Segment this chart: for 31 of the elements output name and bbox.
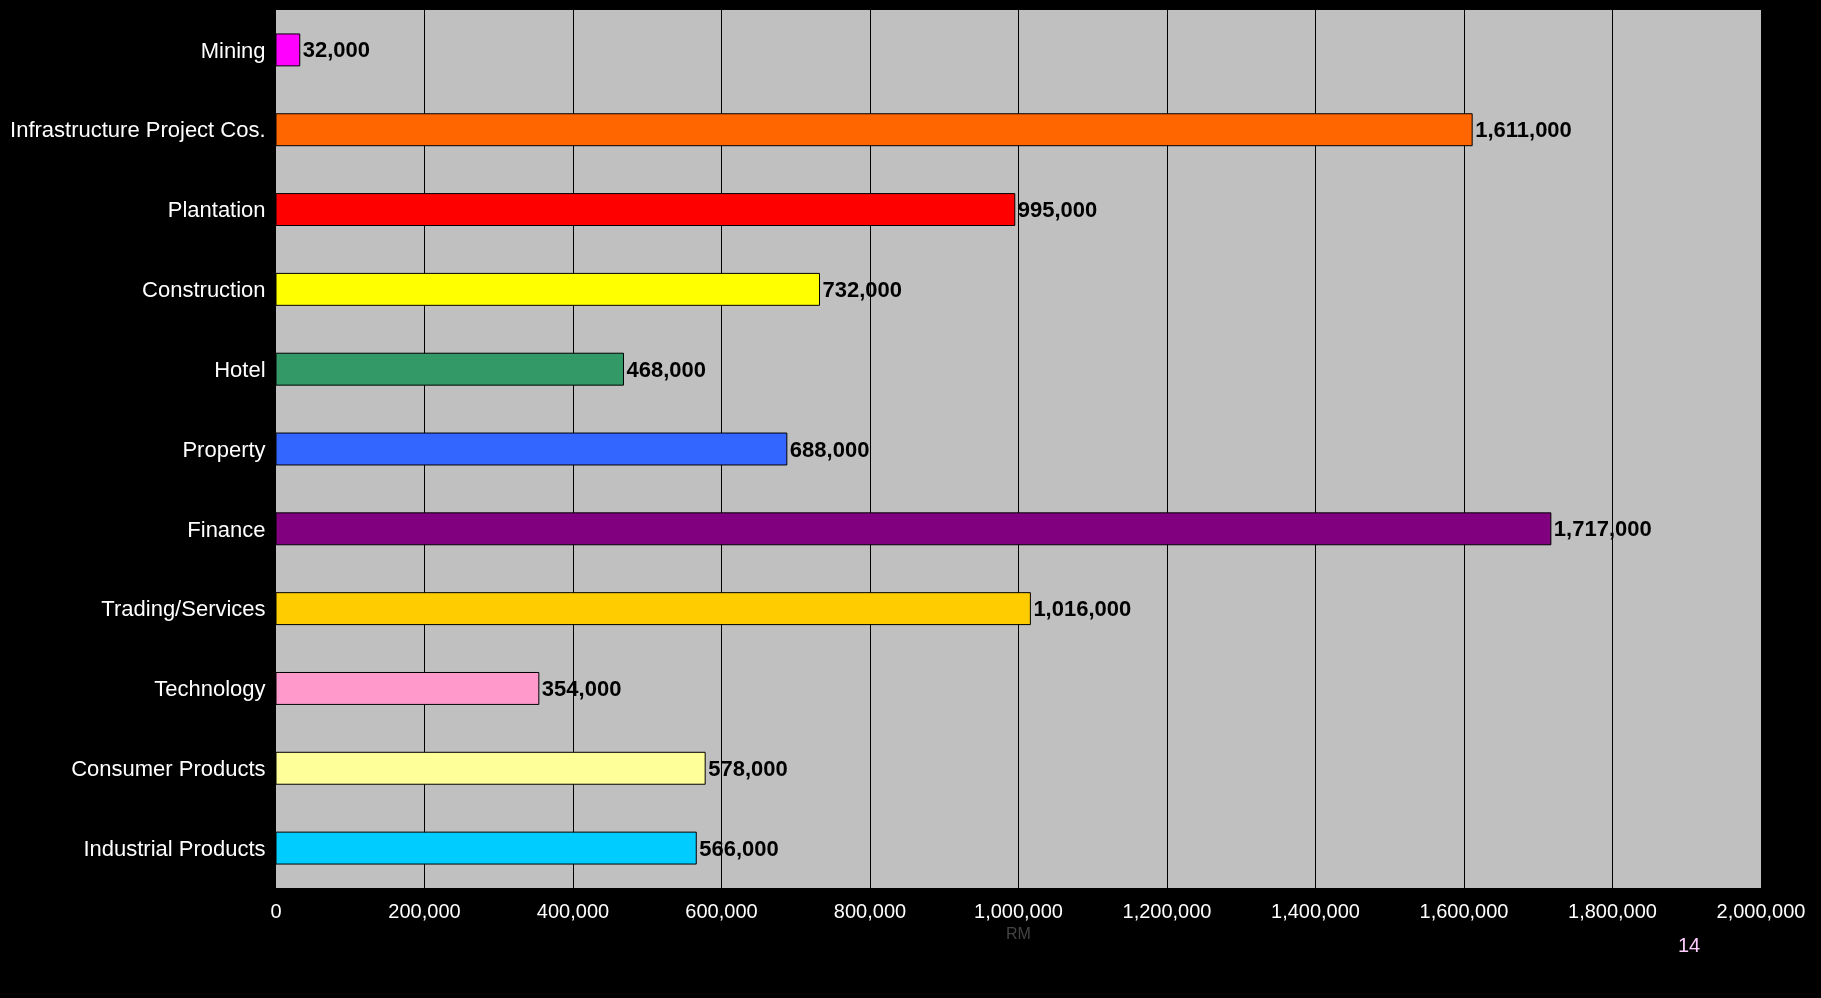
x-tick-label: 1,800,000 [1568,900,1657,922]
x-tick-label: 1,400,000 [1271,900,1360,922]
x-tick-label: 600,000 [685,900,758,922]
data-label: 995,000 [1017,197,1098,223]
y-tick-label: Mining [200,37,266,63]
y-tick-label: Industrial Products [83,835,266,861]
bar [276,33,301,67]
x-tick-label: 400,000 [536,900,610,922]
y-tick-label: Plantation [167,197,266,223]
data-label: 688,000 [789,436,870,462]
text: 14 [1678,934,1701,956]
x-tick-label: 200,000 [388,900,461,922]
data-label: 1,611,000 [1475,117,1572,143]
y-tick-label: Consumer Products [71,755,266,781]
y-tick-label: Property [182,436,266,462]
y-tick-label: Finance [187,516,266,542]
y-tick-label: Technology [154,676,266,702]
data-label: 1,016,000 [1033,596,1132,622]
x-tick-label: 2,000,000 [1716,900,1806,922]
x-tick-label: 1,000,000 [974,900,1063,922]
y-tick-label: Trading/Services [101,596,266,622]
x-tick-label: 0 [270,900,282,922]
data-label: 32,000 [302,37,371,63]
y-tick-label: Hotel [214,356,266,382]
x-axis-title: RM [1006,924,1031,942]
y-tick-label: Infrastructure Project Cos. [10,117,266,143]
x-tick-label: 1,600,000 [1419,900,1509,922]
data-label: 468,000 [626,356,707,382]
y-tick-label: Construction [142,277,266,303]
x-tick-label: 1,200,000 [1122,900,1212,922]
x-tick-label: 800,000 [833,900,907,922]
